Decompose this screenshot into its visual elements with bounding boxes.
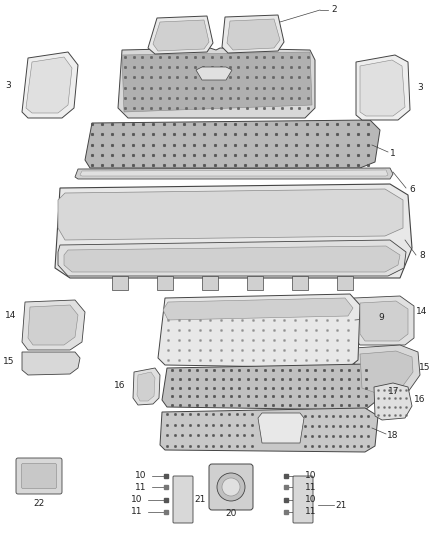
Text: 21: 21 — [336, 500, 347, 510]
Polygon shape — [360, 301, 408, 341]
Text: 1: 1 — [390, 149, 396, 157]
Text: 10: 10 — [131, 496, 143, 505]
Text: 18: 18 — [387, 431, 399, 440]
Polygon shape — [360, 60, 405, 116]
Polygon shape — [58, 189, 403, 240]
Polygon shape — [148, 16, 213, 54]
Polygon shape — [26, 57, 72, 113]
Circle shape — [217, 473, 245, 501]
Polygon shape — [28, 305, 78, 345]
Text: 10: 10 — [305, 496, 317, 505]
Polygon shape — [22, 352, 80, 375]
Text: 11: 11 — [131, 507, 143, 516]
Polygon shape — [292, 276, 308, 290]
Polygon shape — [157, 276, 173, 290]
Polygon shape — [258, 413, 304, 443]
Text: 16: 16 — [414, 395, 426, 405]
Polygon shape — [158, 294, 360, 368]
Polygon shape — [227, 19, 280, 50]
Text: 16: 16 — [114, 381, 126, 390]
Polygon shape — [202, 276, 218, 290]
Polygon shape — [163, 298, 353, 320]
FancyBboxPatch shape — [209, 464, 253, 510]
Polygon shape — [162, 364, 378, 410]
FancyBboxPatch shape — [293, 476, 313, 523]
Text: 11: 11 — [305, 482, 317, 491]
Polygon shape — [356, 55, 410, 120]
Polygon shape — [112, 276, 128, 290]
Text: 14: 14 — [416, 308, 427, 317]
Text: 11: 11 — [305, 507, 317, 516]
Polygon shape — [80, 170, 388, 176]
Polygon shape — [160, 408, 378, 452]
Polygon shape — [118, 48, 315, 118]
Text: 21: 21 — [194, 496, 206, 505]
Text: 20: 20 — [225, 508, 237, 518]
Polygon shape — [374, 383, 412, 420]
Polygon shape — [122, 52, 312, 112]
Polygon shape — [75, 168, 393, 179]
Text: 10: 10 — [305, 472, 317, 481]
FancyBboxPatch shape — [16, 458, 62, 494]
Polygon shape — [354, 296, 414, 345]
Text: 9: 9 — [378, 313, 384, 322]
Polygon shape — [22, 52, 78, 118]
Text: 3: 3 — [417, 83, 423, 92]
Polygon shape — [133, 368, 160, 405]
Polygon shape — [222, 15, 284, 53]
Polygon shape — [247, 276, 263, 290]
Polygon shape — [64, 246, 400, 272]
Text: 14: 14 — [5, 311, 17, 319]
Polygon shape — [85, 120, 380, 168]
Text: 10: 10 — [135, 472, 147, 481]
Polygon shape — [360, 351, 413, 393]
Text: 11: 11 — [135, 482, 147, 491]
Text: 3: 3 — [5, 80, 11, 90]
FancyBboxPatch shape — [21, 464, 57, 489]
Text: 17: 17 — [388, 386, 400, 395]
FancyBboxPatch shape — [173, 476, 193, 523]
Polygon shape — [58, 240, 406, 276]
Text: 15: 15 — [3, 358, 15, 367]
Text: 8: 8 — [419, 252, 425, 261]
Polygon shape — [153, 20, 209, 51]
Polygon shape — [55, 184, 412, 278]
Polygon shape — [196, 67, 232, 80]
Polygon shape — [354, 345, 420, 398]
Text: 15: 15 — [419, 364, 431, 373]
Polygon shape — [137, 372, 155, 401]
Polygon shape — [22, 300, 85, 350]
Circle shape — [222, 478, 240, 496]
Polygon shape — [337, 276, 353, 290]
Text: 6: 6 — [409, 184, 415, 193]
Text: 22: 22 — [33, 498, 45, 507]
Text: 2: 2 — [331, 5, 337, 14]
